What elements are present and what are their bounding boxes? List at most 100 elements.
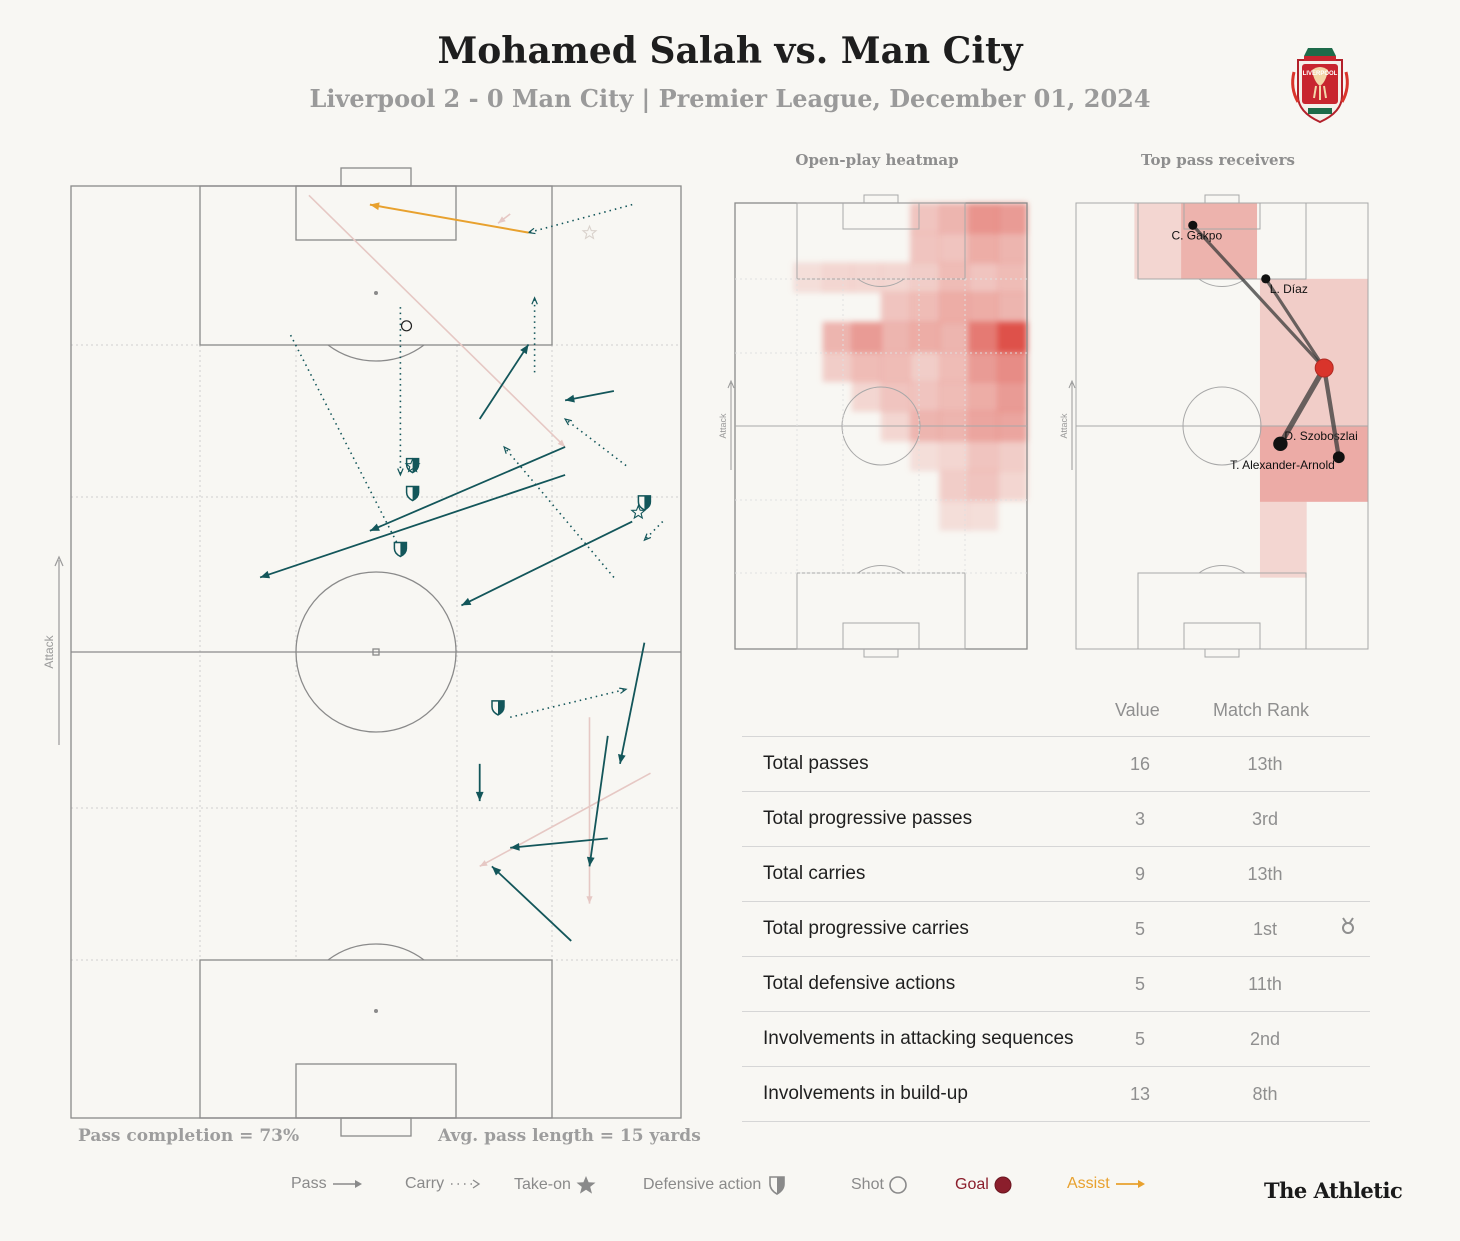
receiver-zone xyxy=(1134,203,1182,279)
carry xyxy=(563,418,627,467)
carry xyxy=(531,296,538,373)
incomplete-pass xyxy=(497,213,511,224)
stat-value: 5 xyxy=(1134,1029,1145,1049)
stat-row: Total progressive carries 5 1st xyxy=(742,902,1370,957)
pitch-markings xyxy=(70,167,682,1137)
legend-shot-label: Shot xyxy=(851,1176,884,1194)
carry-line xyxy=(528,203,633,234)
legend-take-on-label: Take-on xyxy=(514,1176,571,1194)
heatmap-cell xyxy=(910,440,940,472)
completed-pass-line xyxy=(588,735,609,867)
stat-row: Total defensive actions 5 11th xyxy=(742,957,1370,1012)
arrow-head xyxy=(643,533,652,542)
completed-pass xyxy=(478,343,530,420)
defensive-action-marker xyxy=(405,485,420,502)
heatmap-cell xyxy=(939,292,970,323)
arrow-head xyxy=(619,687,628,694)
receivers-attack-label: Attack xyxy=(1059,413,1069,439)
heatmap-cell xyxy=(997,203,1028,234)
carry xyxy=(643,520,664,542)
receiver-link xyxy=(1191,223,1326,370)
heatmap-cell xyxy=(939,203,970,234)
stat-label: Involvements in attacking sequences xyxy=(763,1028,1074,1049)
heatmap-cell xyxy=(968,470,999,501)
completed-pass-line xyxy=(510,837,608,849)
stat-row: Involvements in attacking sequences 5 2nd xyxy=(742,1012,1370,1067)
stat-rank: 3rd xyxy=(1251,809,1278,829)
stat-label: Involvements in build-up xyxy=(763,1083,968,1104)
legend-pass-label: Pass xyxy=(291,1175,327,1192)
arrow-head xyxy=(586,856,595,867)
legend-assist: Assist xyxy=(1067,1175,1148,1193)
completed-pass xyxy=(586,735,609,867)
arrow-head xyxy=(475,791,484,802)
arrow-head xyxy=(498,216,506,224)
completed-pass-line xyxy=(491,865,572,942)
stat-label: Total passes xyxy=(763,753,869,774)
receiver-links: C. Gakpo L. Díaz D. Szoboszlai T. Alexander… xyxy=(1171,220,1358,472)
heatmap-cell xyxy=(997,292,1028,323)
heatmap-cell xyxy=(997,351,1028,382)
receiver-name: T. Alexander-Arnold xyxy=(1230,458,1335,472)
page-subtitle: Liverpool 2 - 0 Man City | Premier Leagu… xyxy=(309,84,1151,113)
stat-value: 16 xyxy=(1129,754,1151,774)
legend-carry: Carry xyxy=(405,1175,483,1193)
heatmap-cells xyxy=(793,203,1028,531)
heatmap-cell xyxy=(968,440,999,472)
receivers-pitch: C. Gakpo L. Díaz D. Szoboszlai T. Alexander… xyxy=(1059,194,1369,658)
carry-line xyxy=(564,418,627,467)
pass-arrow-icon xyxy=(333,1179,363,1188)
carry-line xyxy=(289,334,402,550)
carry xyxy=(510,687,628,719)
attack-label: Attack xyxy=(42,634,56,668)
heatmap-cell xyxy=(822,262,853,293)
arrow-head xyxy=(503,445,511,454)
col-rank-header: Match Rank xyxy=(1213,700,1310,720)
receiver-zone xyxy=(1181,203,1258,279)
receivers-title: Top pass receivers xyxy=(1141,151,1295,169)
medal-icon xyxy=(1342,917,1354,934)
heatmap-cell xyxy=(939,351,970,382)
stat-label: Total defensive actions xyxy=(763,973,956,994)
stats-rows: Total passes 16 13th Total progressive pass… xyxy=(742,737,1370,1122)
arrow-head xyxy=(479,860,488,867)
receiver-zones xyxy=(1134,203,1368,578)
heatmap-cell xyxy=(939,500,970,531)
heatmap-cell xyxy=(910,232,940,263)
stat-rank: 8th xyxy=(1252,1084,1278,1104)
completed-pass-line xyxy=(369,446,566,532)
heatmap-cell xyxy=(939,232,970,263)
legend-pass: Pass xyxy=(291,1175,365,1193)
heatmap-cell xyxy=(793,262,824,293)
shield-fill xyxy=(644,495,651,510)
arrow-head xyxy=(520,344,529,355)
incomplete-pass-line xyxy=(308,194,566,448)
incomplete-pass xyxy=(308,194,566,448)
incomplete-pass xyxy=(479,772,651,868)
legend-shot: Shot xyxy=(851,1175,908,1195)
stat-rank: 1st xyxy=(1252,919,1277,939)
legend-assist-label: Assist xyxy=(1067,1175,1110,1192)
arrow-head xyxy=(531,296,538,305)
assist-arrow-icon xyxy=(1116,1179,1146,1188)
heatmap-cell xyxy=(939,262,970,293)
arrow-head xyxy=(586,896,593,904)
assist-pass-line xyxy=(369,203,529,234)
crest-text: LIVERPOOL xyxy=(1303,71,1338,77)
legend-carry-label: Carry xyxy=(405,1175,445,1192)
completed-pass-line xyxy=(478,343,530,420)
passer-node xyxy=(1314,358,1334,378)
carry-arrow-icon xyxy=(450,1179,480,1189)
heatmap-cell xyxy=(910,262,940,293)
shot-marker xyxy=(400,320,413,332)
stat-value: 5 xyxy=(1134,974,1145,994)
defensive-action-marker xyxy=(393,541,408,558)
heatmap-cell xyxy=(822,351,853,382)
heatmap-cell xyxy=(939,321,970,353)
legend-take-on: Take-on xyxy=(514,1175,597,1195)
liverpool-crest-icon: LIVERPOOL xyxy=(1291,48,1349,124)
heatmap-cell xyxy=(997,470,1028,501)
arrow-head xyxy=(618,754,626,764)
arrow-head xyxy=(260,570,271,579)
stat-row: Total passes 16 13th xyxy=(742,737,1370,792)
